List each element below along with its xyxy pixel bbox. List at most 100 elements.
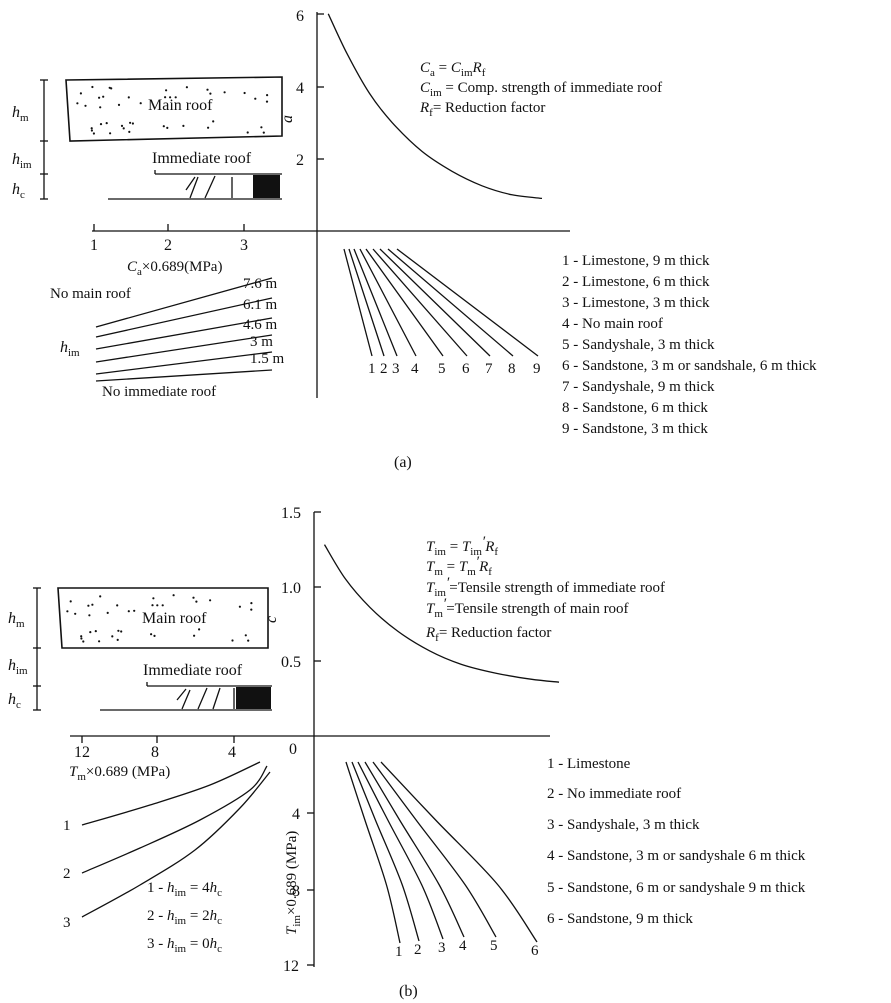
seam-fractures — [185, 175, 233, 199]
panel-b-quadrant-iv-curves — [345, 761, 538, 944]
equation-tm: Tm = Tm′Rf — [426, 554, 492, 578]
texture-dot — [91, 85, 94, 89]
panel-a-quadrant-iv-lines — [343, 248, 539, 357]
immediate-roof-label: Immediate roof — [152, 150, 252, 167]
panel-a-equations: Ca = CimRf Cim = Comp. strength of immed… — [419, 60, 662, 119]
no-main-roof-label: No main roof — [50, 286, 131, 302]
line-number: 1 — [368, 361, 376, 377]
legend-item: 1 - Limestone, 9 m thick — [562, 253, 710, 269]
equation-cim: Cim = Comp. strength of immediate roof — [420, 80, 662, 99]
panel-b-line-numbers: 1 2 3 4 5 6 — [395, 938, 539, 960]
quadrant-iv-line-6 — [372, 248, 468, 357]
texture-dot — [127, 96, 130, 99]
texture-dot — [99, 106, 102, 109]
texture-dot — [243, 91, 246, 95]
texture-dot — [133, 609, 136, 612]
texture-dot — [209, 92, 212, 95]
immediate-roof-label: Immediate roof — [143, 662, 243, 679]
line-number: 5 — [490, 938, 498, 954]
legend-item: 3 - Sandyshale, 3 m thick — [547, 817, 700, 833]
panel-a-x-tick-label: 2 — [164, 237, 172, 254]
panel-b-label: (b) — [399, 983, 418, 1000]
no-immediate-roof-label: No immediate roof — [102, 384, 216, 400]
panel-b-y-tick-label: 1.0 — [281, 580, 301, 597]
texture-dot — [109, 132, 112, 135]
quadrant-iv-line-7 — [379, 248, 491, 357]
h-c-label: hc — [12, 181, 25, 201]
texture-dot — [108, 86, 111, 89]
texture-dot — [76, 102, 79, 105]
texture-dot — [122, 127, 125, 130]
line-label-7-6m: 7.6 m — [243, 276, 278, 292]
texture-dot — [94, 630, 97, 633]
texture-dot — [116, 638, 119, 642]
line-number: 2 — [380, 361, 388, 377]
line-number: 6 — [531, 943, 539, 959]
line-number: 3 — [392, 361, 400, 377]
legend-item: 5 - Sandstone, 6 m or sandyshale 9 m thi… — [547, 880, 806, 896]
texture-dot — [250, 608, 253, 611]
panel-b-x-tick-label: 12 — [74, 744, 90, 761]
quadrant-iv-line-4 — [359, 248, 417, 357]
texture-dot — [250, 602, 253, 605]
line-number: 5 — [438, 361, 446, 377]
texture-dot — [266, 94, 269, 97]
legend-item: 1 - him = 4hc — [147, 880, 222, 899]
panel-b-y-tick-label: 0.5 — [281, 654, 301, 671]
texture-dot — [74, 612, 77, 615]
equation-tim-prime: Tim′=Tensile strength of immediate roof — [426, 575, 665, 599]
legend-item: 2 - Limestone, 6 m thick — [562, 274, 710, 290]
texture-dot — [79, 92, 82, 95]
quadrant-iv-line-2 — [348, 248, 385, 357]
texture-dot — [102, 95, 105, 98]
texture-dot — [111, 635, 114, 638]
line-label-6-1m: 6.1 m — [243, 297, 278, 313]
texture-dot — [260, 126, 263, 129]
quadrant-iv-curve-4 — [364, 761, 465, 938]
texture-dot — [174, 96, 177, 99]
curve-number: 1 — [63, 818, 71, 834]
panel-a-x-axis-label: Ca×0.689(MPa) — [127, 259, 222, 278]
quadrant-iv-curve-1 — [345, 761, 401, 944]
texture-dot — [84, 104, 87, 107]
panel-b-x-axis-label: Tm×0.689 (MPa) — [69, 764, 170, 783]
texture-dot — [238, 605, 241, 608]
texture-dot — [231, 639, 234, 642]
panel-b-x-tick-label: 0 — [289, 741, 297, 758]
quadrant-iii-line-3 — [95, 317, 273, 350]
quadrant-iii-line-1 — [95, 277, 273, 328]
texture-dot — [117, 629, 120, 632]
quadrant-iv-curve-6 — [380, 761, 538, 943]
texture-dot — [192, 596, 195, 599]
texture-dot — [91, 603, 94, 606]
panel-b-y-tick-label: 1.5 — [281, 505, 301, 522]
panel-b-y-axis-label: c — [263, 616, 280, 623]
panel-b-quadrant-iii-curves — [81, 761, 271, 918]
line-number: 4 — [459, 938, 467, 954]
texture-dot — [152, 597, 155, 600]
main-roof-texture — [66, 594, 253, 643]
panel-a-y-axis-label: a — [279, 115, 296, 123]
quadrant-iv-line-8 — [387, 248, 514, 357]
panel-b-legend: 1 - Limestone 2 - No immediate roof 3 - … — [547, 756, 806, 927]
texture-dot — [87, 604, 90, 607]
equation-tm-prime: Tm′=Tensile strength of main roof — [426, 596, 629, 620]
texture-dot — [116, 604, 119, 607]
line-number: 4 — [411, 361, 419, 377]
main-roof-block — [65, 76, 283, 142]
panel-b-quadrant-iii-legend: 1 - him = 4hc 2 - him = 2hc 3 - him = 0h… — [147, 880, 222, 955]
texture-dot — [247, 639, 250, 642]
main-roof-block — [57, 587, 269, 649]
texture-dot — [128, 130, 131, 133]
seam-fractures — [176, 687, 235, 710]
main-roof-label: Main roof — [142, 610, 207, 627]
line-number: 7 — [485, 361, 493, 377]
texture-dot — [82, 640, 85, 643]
h-m-label: hm — [12, 104, 29, 124]
quadrant-iii-curve-1 — [81, 761, 261, 826]
panel-a-curve — [327, 13, 543, 200]
texture-dot — [120, 630, 123, 633]
legend-item: 4 - Sandstone, 3 m or sandyshale 6 m thi… — [547, 848, 806, 864]
texture-dot — [198, 628, 201, 631]
texture-dot — [164, 96, 167, 99]
